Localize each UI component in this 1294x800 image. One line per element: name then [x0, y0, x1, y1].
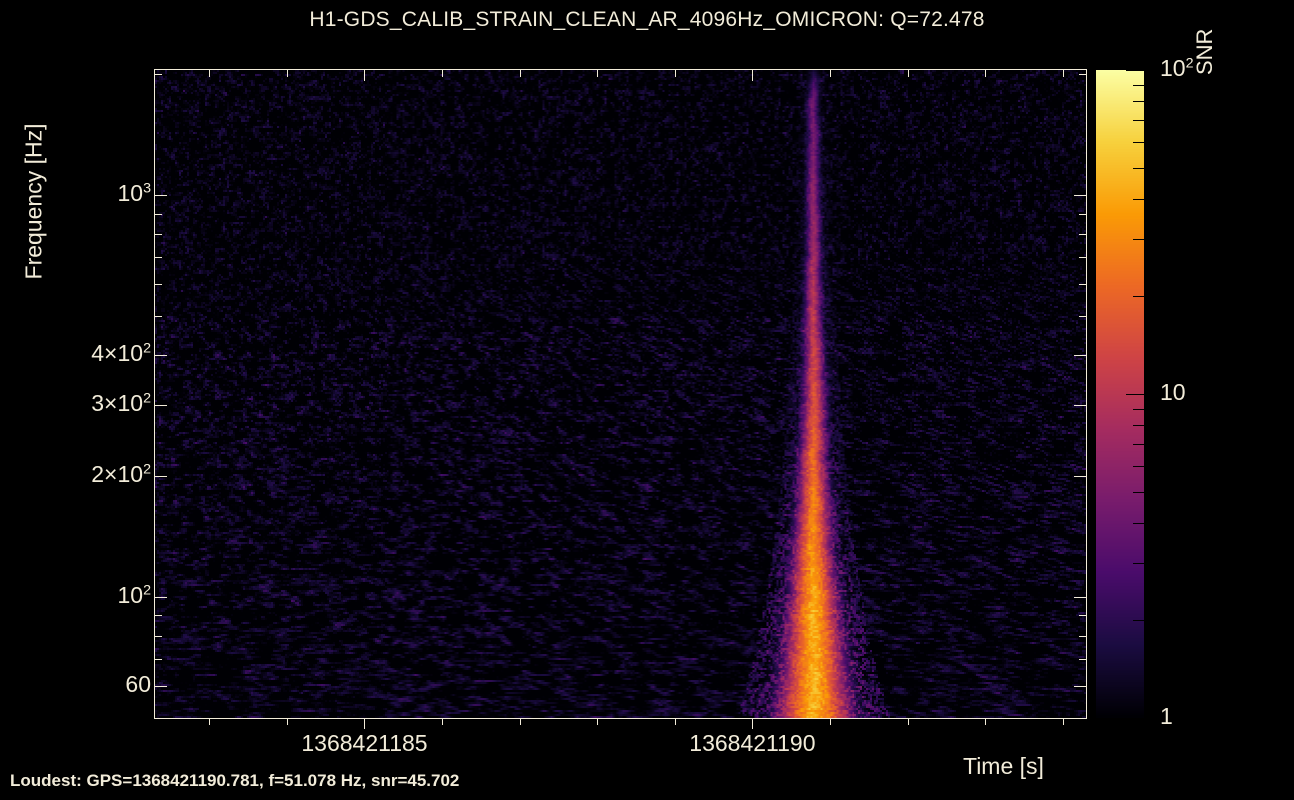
colorbar-tick	[1126, 718, 1144, 719]
colorbar-label: SNR	[1192, 28, 1217, 75]
x-axis-tick	[519, 718, 521, 725]
y-axis-tick-label: 60	[125, 671, 151, 698]
y-axis-tick-right	[1079, 234, 1086, 236]
spectrogram-image	[155, 70, 1086, 718]
y-axis-tick-right	[1079, 635, 1086, 637]
y-axis-tick-label: 103	[117, 180, 151, 207]
colorbar-tick	[1133, 465, 1144, 467]
x-axis-tick	[442, 718, 444, 725]
y-axis-tick-right	[1074, 405, 1086, 407]
y-axis-tick	[155, 686, 167, 688]
y-axis-tick	[155, 476, 167, 478]
colorbar-tick	[1133, 84, 1144, 86]
colorbar-tick	[1133, 425, 1144, 427]
x-axis-tick	[907, 718, 909, 725]
x-axis-tick-top	[209, 70, 211, 77]
y-axis-tick-right	[1079, 718, 1086, 719]
y-axis-tick	[155, 284, 162, 286]
x-axis-tick-top	[674, 70, 676, 77]
colorbar-tick	[1133, 101, 1144, 103]
x-axis-tick-top	[442, 70, 444, 77]
y-axis-label: Frequency [Hz]	[20, 123, 47, 280]
x-axis-tick	[597, 718, 599, 725]
y-axis-tick	[155, 316, 162, 318]
y-axis-tick-right	[1074, 355, 1086, 357]
x-axis-tick	[752, 718, 754, 729]
y-axis-tick-label: 2×102	[91, 461, 151, 488]
colorbar-tick-label: 102	[1160, 55, 1194, 81]
colorbar-tick	[1126, 394, 1144, 395]
y-axis-tick	[155, 718, 162, 719]
x-axis-tick-top	[907, 70, 909, 77]
colorbar-tick	[1133, 239, 1144, 241]
y-axis-tick	[155, 659, 162, 661]
y-axis-tick-right	[1079, 257, 1086, 259]
y-axis-tick-label: 4×102	[91, 340, 151, 367]
colorbar-tick	[1133, 491, 1144, 493]
y-axis-tick-right	[1079, 659, 1086, 661]
colorbar-tick	[1126, 70, 1144, 71]
colorbar-tick-label: 10	[1160, 379, 1186, 405]
loudest-event-status: Loudest: GPS=1368421190.781, f=51.078 Hz…	[10, 771, 460, 790]
colorbar-tick	[1133, 141, 1144, 143]
x-axis-tick	[209, 718, 211, 725]
x-axis-tick-top	[985, 70, 987, 77]
y-axis-tick-label: 102	[117, 582, 151, 609]
y-axis-tick-label: 3×102	[91, 390, 151, 417]
figure-title: H1-GDS_CALIB_STRAIN_CLEAN_AR_4096Hz_OMIC…	[309, 8, 985, 31]
y-axis-tick-right	[1079, 213, 1086, 215]
y-axis-tick-right	[1074, 686, 1086, 688]
x-axis-tick-top	[519, 70, 521, 77]
colorbar-tick	[1133, 620, 1144, 622]
y-axis-tick-right	[1074, 195, 1086, 197]
colorbar-tick	[1133, 563, 1144, 565]
y-axis-tick-right	[1079, 316, 1086, 318]
spectrogram-canvas	[155, 70, 1086, 718]
x-axis-tick-label: 1368421190	[689, 730, 816, 756]
y-axis-tick-right	[1074, 476, 1086, 478]
x-axis-tick-top	[364, 70, 366, 81]
x-axis-tick	[674, 718, 676, 725]
y-axis-tick	[155, 355, 167, 357]
colorbar-tick	[1133, 167, 1144, 169]
x-axis-tick-top	[1062, 70, 1064, 77]
colorbar-tick	[1133, 522, 1144, 524]
colorbar-tick	[1133, 198, 1144, 200]
x-axis-tick	[985, 718, 987, 725]
y-axis-tick	[155, 74, 162, 76]
x-axis-tick-top	[829, 70, 831, 77]
y-axis-tick-right	[1074, 597, 1086, 599]
spectrogram-plot-area	[155, 70, 1086, 718]
y-axis-tick	[155, 195, 167, 197]
x-axis-tick	[829, 718, 831, 725]
colorbar-tick	[1133, 120, 1144, 122]
x-axis-tick-top	[752, 70, 754, 81]
x-axis-tick	[364, 718, 366, 729]
colorbar-tick	[1133, 296, 1144, 298]
x-axis-tick-top	[597, 70, 599, 77]
x-axis-tick	[1062, 718, 1064, 725]
y-axis-tick	[155, 635, 162, 637]
y-axis-tick-right	[1079, 284, 1086, 286]
y-axis-tick	[155, 213, 162, 215]
colorbar-tick-label: 1	[1160, 703, 1173, 729]
x-axis-label: Time [s]	[963, 753, 1044, 779]
colorbar-tick	[1133, 444, 1144, 446]
y-axis-tick	[155, 597, 167, 599]
x-axis-tick	[286, 718, 288, 725]
y-axis-tick	[155, 405, 167, 407]
y-axis-tick	[155, 257, 162, 259]
y-axis-tick	[155, 234, 162, 236]
colorbar-tick	[1133, 408, 1144, 410]
x-axis-tick-top	[286, 70, 288, 77]
x-axis-tick-label: 1368421185	[301, 730, 428, 756]
y-axis-tick-right	[1079, 615, 1086, 617]
y-axis-tick-right	[1079, 74, 1086, 76]
y-axis-tick	[155, 615, 162, 617]
